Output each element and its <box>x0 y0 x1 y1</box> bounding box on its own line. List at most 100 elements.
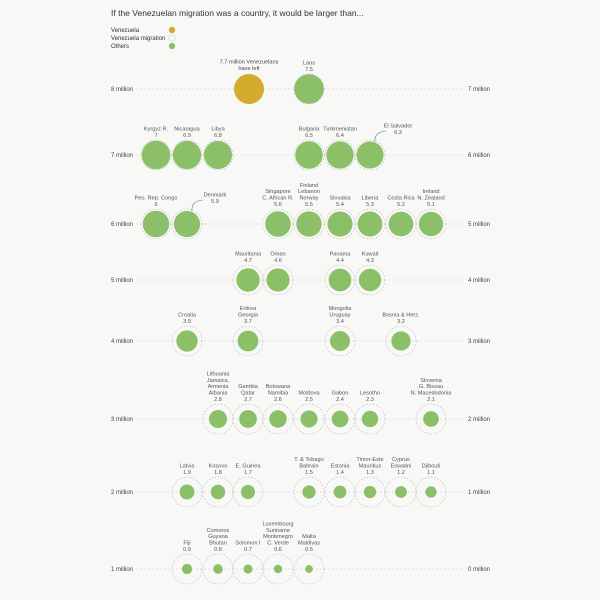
country-label: Eritrea <box>240 306 257 312</box>
value-label: 1.3 <box>366 470 374 476</box>
value-label: 2.4 <box>336 397 344 403</box>
row-label-right: 3 million <box>468 339 490 345</box>
country-bubble <box>327 211 353 237</box>
country-bubble <box>173 210 201 238</box>
row-label-left: 2 million <box>111 490 133 496</box>
migration-ring <box>324 403 356 435</box>
row-label-left: 4 million <box>111 339 133 345</box>
country-label: Suriname <box>266 528 290 534</box>
value-label: 6 <box>154 202 157 208</box>
country-label: Malta <box>302 534 317 540</box>
country-label: C. Verde <box>267 541 289 547</box>
value-label: 5.6 <box>274 202 282 208</box>
country-bubble <box>213 564 223 574</box>
migration-ring <box>171 325 203 357</box>
country-bubble <box>208 409 228 429</box>
country-label: Laos <box>303 61 315 67</box>
country-bubble <box>142 210 170 238</box>
country-label: Mongolia <box>329 306 353 312</box>
migration-ring <box>140 208 172 240</box>
country-label: Armenia <box>208 384 230 390</box>
country-label: Lithuania <box>207 371 231 377</box>
country-label: E. Guinea <box>236 464 262 470</box>
legend: Venezuela Venezuela migration Others <box>111 26 176 50</box>
country-label: El Salvador <box>384 124 413 130</box>
migration-ring <box>202 139 234 171</box>
value-label: 3.7 <box>244 319 252 325</box>
country-bubble <box>181 563 193 575</box>
migration-ring <box>232 264 264 296</box>
chart-row: 3 million 2 million 2.8AlbaniaArmeniaJamai… <box>111 371 490 435</box>
country-label: Kuwait <box>362 252 379 258</box>
migration-ring <box>171 553 203 585</box>
value-label: 3.4 <box>336 319 344 325</box>
country-bubble <box>361 410 379 428</box>
value-label: 5.2 <box>397 202 405 208</box>
country-label: Comoros <box>207 528 230 534</box>
value-label: 2.7 <box>244 397 252 403</box>
migration-ring <box>324 208 356 240</box>
migration-ring <box>232 403 264 435</box>
country-bubble <box>295 141 323 169</box>
migration-ring <box>324 264 356 296</box>
bubble-group: 1.7E. Guinea <box>232 464 264 508</box>
country-bubble <box>358 268 382 292</box>
migration-ring <box>415 208 447 240</box>
value-label: 1.7 <box>244 470 252 476</box>
value-label: 5.4 <box>336 202 344 208</box>
migration-ring <box>354 476 386 508</box>
value-label: 1.1 <box>427 470 435 476</box>
value-label: 1.5 <box>305 470 313 476</box>
country-label: Gabon <box>332 391 349 397</box>
country-bubble <box>296 211 322 237</box>
country-label: Latvia <box>180 464 196 470</box>
value-label: 1.8 <box>214 470 222 476</box>
value-label: 4.3 <box>366 258 374 264</box>
country-bubble <box>418 211 444 237</box>
venezuela-bubble <box>234 74 264 104</box>
legend-label: Others <box>111 44 129 50</box>
row-label-right: 1 million <box>468 490 490 496</box>
migration-ring <box>324 476 356 508</box>
value-label: 2.3 <box>366 397 374 403</box>
country-label: Gambia <box>238 384 258 390</box>
value-label: 0.7 <box>244 547 252 553</box>
chart-row: 1 million 0 million0.9Fiji0.8BhutanGuyana… <box>111 521 490 585</box>
legend-label: Venezuela migration <box>111 36 165 42</box>
country-label: Guyana <box>208 534 228 540</box>
legend-marker <box>168 26 176 34</box>
country-bubble <box>294 74 324 104</box>
country-label: Montenegro <box>263 534 293 540</box>
migration-ring <box>202 403 234 435</box>
country-bubble <box>239 410 257 428</box>
country-label: 7.7 million Venezuelans <box>220 60 279 66</box>
country-bubble <box>273 564 283 574</box>
row-label-left: 3 million <box>111 417 133 423</box>
bubble-group: 6.3El Salvador <box>354 124 413 171</box>
value-label: 5.5 <box>305 202 313 208</box>
country-bubble <box>356 141 384 169</box>
country-bubble <box>266 268 290 292</box>
country-bubble <box>179 484 195 500</box>
country-label: Oman <box>270 252 285 258</box>
migration-ring <box>262 553 294 585</box>
country-label: Kosovo <box>209 464 228 470</box>
